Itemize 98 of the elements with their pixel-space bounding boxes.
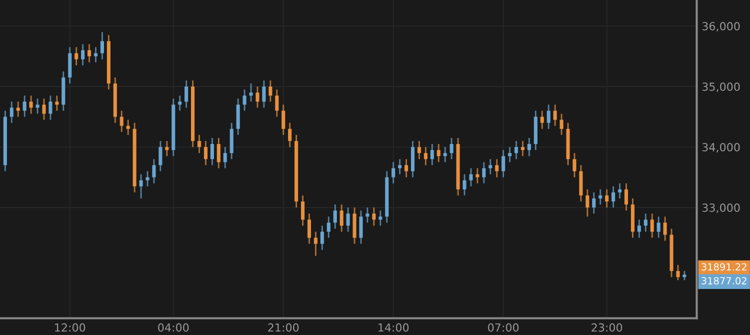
candlestick [288, 122, 292, 148]
y-tick-label: 36,000 [702, 22, 740, 32]
candlestick [424, 146, 428, 166]
candlestick [256, 86, 260, 108]
candlestick [495, 158, 499, 178]
candlestick [275, 88, 279, 118]
candlestick [100, 31, 104, 60]
candlestick [378, 210, 382, 226]
x-tick-label: 14:00 [378, 323, 409, 332]
candlestick [366, 206, 370, 224]
candlestick [417, 140, 421, 160]
candlestick [300, 194, 305, 226]
candlestick [430, 143, 434, 166]
candlestick [210, 137, 214, 166]
x-tick-label: 21:00 [268, 323, 299, 332]
candlestick [268, 80, 272, 102]
candlestick [197, 134, 202, 154]
candlestick [29, 94, 33, 114]
candlestick [340, 204, 344, 232]
candlestick [346, 206, 350, 232]
candlestick [605, 188, 609, 208]
candlestick [326, 216, 330, 238]
candlestick [476, 168, 480, 184]
candlestick [586, 188, 590, 218]
candlestick [462, 174, 466, 196]
candlestick [152, 158, 156, 184]
candlestick [514, 140, 518, 160]
candlestick [139, 174, 143, 200]
x-tick-label: 04:00 [158, 323, 189, 332]
candlestick [676, 264, 680, 281]
candlestick [48, 94, 52, 120]
candlestick [307, 212, 312, 245]
candlestick [398, 158, 402, 175]
candlestick [314, 231, 318, 257]
candlestick [184, 80, 188, 108]
candlestick [242, 88, 246, 112]
y-tick-label: 33,000 [702, 204, 740, 214]
x-tick-label: 12:00 [55, 323, 86, 332]
candlestick [74, 46, 78, 66]
candlestick [126, 119, 130, 136]
candlestick [572, 152, 576, 178]
candlestick [36, 98, 40, 114]
candlestick [320, 224, 324, 251]
candlestick [469, 168, 473, 188]
candlestick [682, 270, 686, 281]
candlestick [656, 216, 660, 238]
candlestick [392, 161, 396, 184]
candlestick [560, 113, 564, 136]
candlestick [94, 46, 98, 64]
candlestick [553, 104, 557, 127]
candlestick [165, 140, 169, 157]
x-tick-label: 23:00 [592, 323, 622, 332]
candlestick [372, 206, 376, 226]
text: 31877.02 [702, 277, 746, 284]
candlestick [450, 137, 454, 160]
y-tick-label: 34,000 [702, 143, 740, 153]
candlestick [404, 158, 408, 178]
candlestick [488, 158, 492, 175]
candlestick [333, 204, 337, 230]
candlestick [540, 110, 544, 130]
candlestick [158, 140, 162, 172]
candlestick [204, 140, 208, 166]
candlestick [81, 43, 85, 66]
candlestick [624, 182, 628, 212]
x-tick-label: 07:00 [488, 323, 519, 332]
candlestick [262, 80, 266, 108]
candlestick [436, 143, 440, 163]
candlestick [520, 140, 525, 157]
candlestick [16, 100, 20, 118]
candlestick [55, 94, 59, 112]
candlestick [650, 212, 654, 238]
candlestick [216, 137, 220, 169]
candlestick [146, 170, 150, 188]
candlestick [502, 149, 506, 178]
candlestick [42, 98, 46, 120]
candlestick [120, 110, 124, 133]
text: 31891.22 [702, 263, 746, 271]
y-tick-label: 35,000 [702, 82, 740, 92]
candlestick [618, 182, 622, 200]
candlestick [482, 161, 486, 184]
candlestick [443, 146, 447, 163]
candlestick [249, 82, 253, 102]
candlestick [508, 146, 512, 163]
candlestick [22, 94, 26, 118]
candlestick [527, 137, 531, 157]
candlestick [592, 192, 596, 214]
candlestick [644, 212, 648, 232]
candlestick [546, 104, 550, 130]
candlestick [359, 210, 363, 245]
candlestick [10, 100, 14, 124]
candlestick [178, 94, 182, 112]
candlestick [637, 218, 641, 238]
candlestick [223, 146, 227, 169]
candlestick [88, 43, 92, 64]
candlestick [598, 188, 602, 206]
candlestick [663, 216, 667, 242]
candlestick [282, 104, 286, 136]
candlestick [612, 186, 616, 208]
